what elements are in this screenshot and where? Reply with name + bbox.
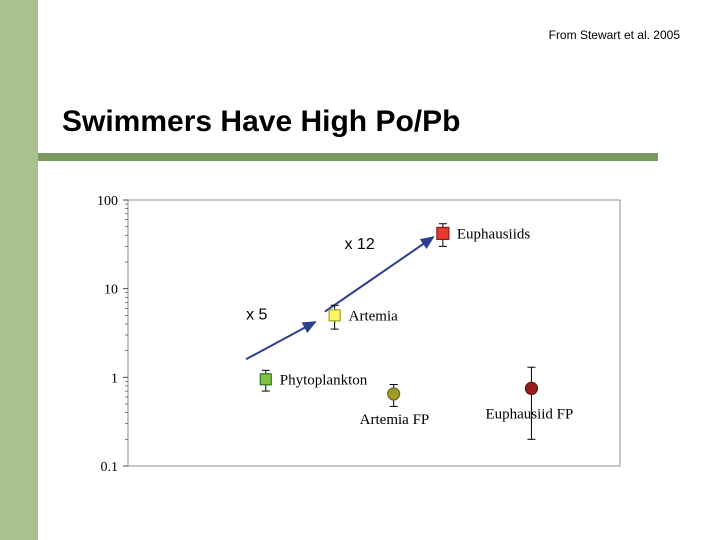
- ytick-label: 0.1: [101, 460, 119, 475]
- marker-euphausiid-fp: [525, 382, 537, 394]
- marker-artemia-fp: [388, 388, 400, 400]
- title-container: Swimmers Have High Po/Pb: [62, 105, 662, 139]
- marker-euphausiids: [437, 227, 449, 239]
- chart-svg: 0.1 1 10 100 Phytoplankton Artemia Euphausiids…: [70, 190, 630, 480]
- anno-x5: x 5: [246, 306, 267, 323]
- label-artemia-fp: Artemia FP: [360, 412, 430, 428]
- anno-x12: x 12: [344, 236, 374, 253]
- label-phytoplankton: Phytoplankton: [280, 372, 368, 388]
- po-pb-chart: 0.1 1 10 100 Phytoplankton Artemia Euphausiids…: [70, 190, 630, 480]
- ytick-label: 100: [97, 194, 118, 209]
- label-euphausiids: Euphausiids: [457, 226, 530, 242]
- marker-phytoplankton: [260, 374, 271, 385]
- citation-text: From Stewart et al. 2005: [549, 28, 680, 42]
- label-artemia: Artemia: [349, 308, 398, 324]
- ytick-label: 10: [104, 283, 118, 298]
- marker-artemia: [329, 310, 340, 321]
- label-euphausiid-fp: Euphausiid FP: [485, 406, 573, 422]
- ytick-label: 1: [111, 371, 118, 386]
- title-underline: [38, 153, 658, 161]
- page-title: Swimmers Have High Po/Pb: [62, 105, 662, 139]
- left-accent-strip: [0, 0, 38, 540]
